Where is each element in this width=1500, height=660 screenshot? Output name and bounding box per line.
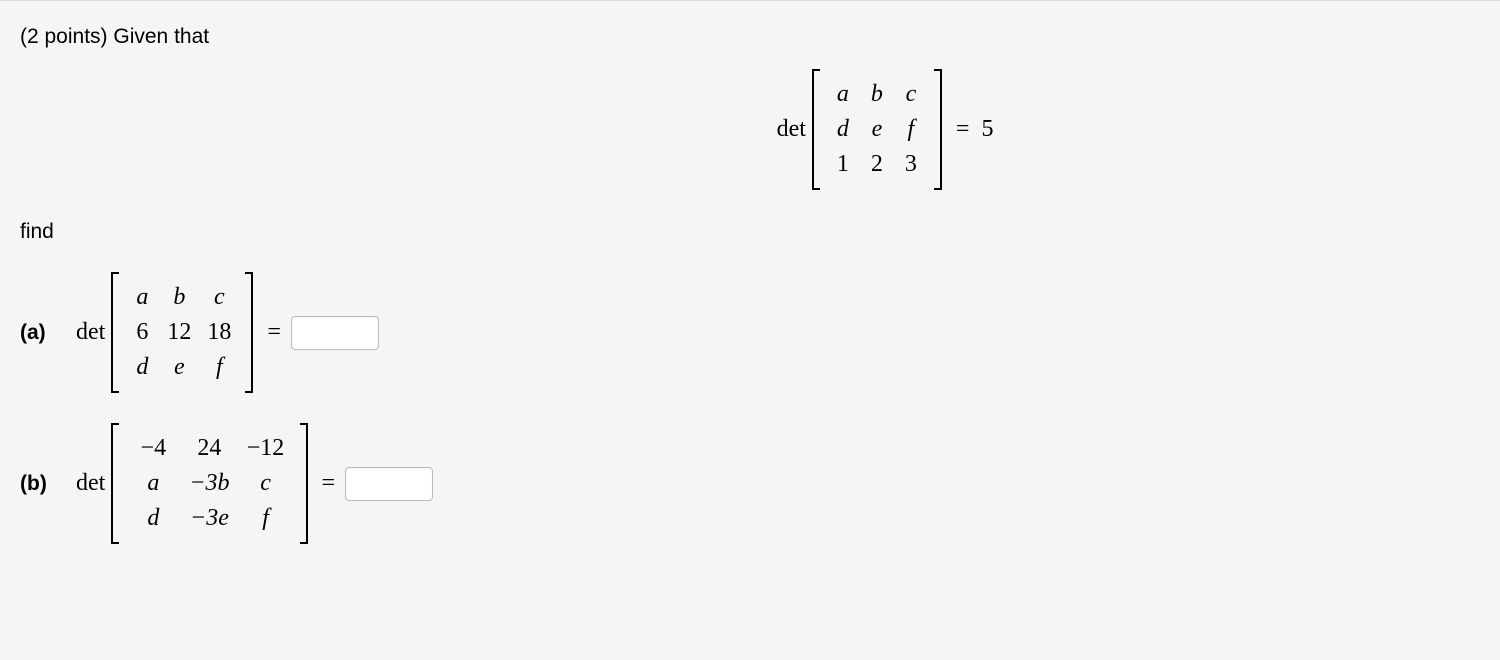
part-a-answer-input[interactable] [291, 316, 379, 350]
find-label: find [20, 220, 1480, 244]
equals-sign: = [956, 116, 970, 143]
given-equation: det a b c d e f 1 2 3 = 5 [20, 69, 1480, 190]
matrix-cell: a [826, 77, 860, 112]
given-rhs: 5 [981, 116, 993, 143]
matrix-cell: c [894, 77, 928, 112]
left-bracket [812, 69, 820, 190]
matrix-cell: c [238, 466, 294, 501]
given-matrix: a b c d e f 1 2 3 [812, 69, 942, 190]
part-b-answer-input[interactable] [345, 467, 433, 501]
part-a-label: (a) [20, 321, 76, 345]
left-bracket [111, 423, 119, 544]
matrix-cell: b [159, 280, 199, 315]
right-bracket [245, 272, 253, 393]
part-b: (b) det −4 24 −12 a −3b c d −3e f = [20, 423, 1480, 544]
problem-intro: (2 points) Given that [20, 25, 1480, 49]
part-b-matrix: −4 24 −12 a −3b c d −3e f [111, 423, 307, 544]
matrix-cell: d [826, 112, 860, 147]
left-bracket [111, 272, 119, 393]
part-a: (a) det a b c 6 12 18 d e f = [20, 272, 1480, 393]
matrix-cell: a [125, 466, 181, 501]
matrix-cell: f [894, 112, 928, 147]
right-bracket [934, 69, 942, 190]
det-label-given: det [777, 116, 806, 143]
equals-sign: = [322, 470, 336, 497]
part-a-matrix: a b c 6 12 18 d e f [111, 272, 253, 393]
part-b-label: (b) [20, 472, 76, 496]
matrix-cell: −12 [238, 431, 294, 466]
matrix-cell: 1 [826, 147, 860, 182]
matrix-cell: 12 [159, 315, 199, 350]
points-label: (2 points) [20, 25, 113, 48]
matrix-cell: −3b [181, 466, 237, 501]
matrix-cell: d [125, 501, 181, 536]
matrix-cell: −3e [181, 501, 237, 536]
matrix-cell: f [199, 350, 239, 385]
matrix-cell: e [860, 112, 894, 147]
matrix-cell: c [199, 280, 239, 315]
matrix-cell: −4 [125, 431, 181, 466]
matrix-cell: e [159, 350, 199, 385]
equals-sign: = [267, 319, 281, 346]
matrix-cell: d [125, 350, 159, 385]
matrix-cell: b [860, 77, 894, 112]
det-label-b: det [76, 470, 105, 497]
given-that-label: Given that [113, 25, 209, 48]
matrix-cell: a [125, 280, 159, 315]
matrix-cell: f [238, 501, 294, 536]
matrix-cell: 24 [181, 431, 237, 466]
matrix-cell: 2 [860, 147, 894, 182]
det-label-a: det [76, 319, 105, 346]
matrix-cell: 18 [199, 315, 239, 350]
matrix-cell: 3 [894, 147, 928, 182]
matrix-cell: 6 [125, 315, 159, 350]
right-bracket [300, 423, 308, 544]
